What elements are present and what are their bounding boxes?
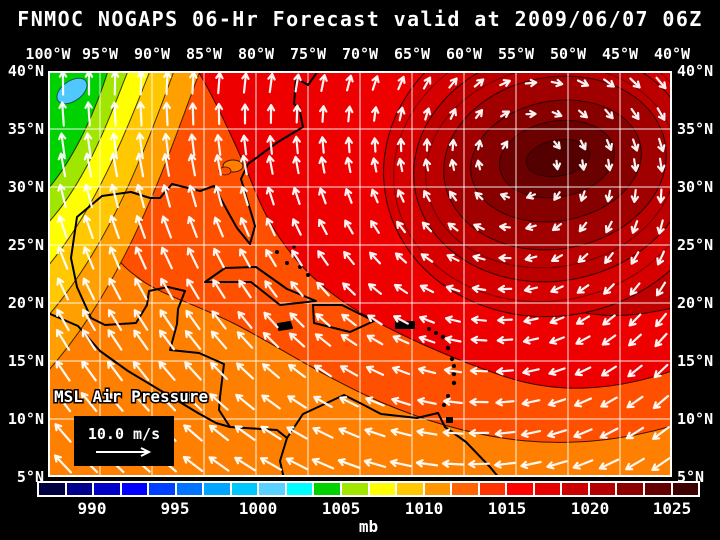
lon-label: 90°W	[133, 45, 171, 63]
lon-label: 100°W	[25, 45, 71, 63]
lat-label-left: 15°N	[7, 352, 44, 370]
colorbar-segment	[615, 483, 644, 495]
lon-label: 80°W	[237, 45, 275, 63]
colorbar-segment	[670, 483, 699, 495]
wind-legend-label: 10.0 m/s	[88, 425, 160, 443]
lon-label: 45°W	[601, 45, 639, 63]
colorbar	[37, 481, 700, 497]
colorbar-tick: 1000	[238, 499, 278, 518]
lat-label-left: 35°N	[7, 120, 44, 138]
lat-label-left: 40°N	[7, 62, 44, 80]
lon-label: 95°W	[81, 45, 119, 63]
colorbar-segment	[92, 483, 120, 495]
map-border	[48, 71, 672, 477]
colorbar-segment	[39, 483, 65, 495]
lon-label: 60°W	[445, 45, 483, 63]
lon-label: 40°W	[653, 45, 691, 63]
colorbar-tick: 1005	[321, 499, 361, 518]
lat-label-right: 10°N	[677, 410, 714, 428]
colorbar-segment	[643, 483, 671, 495]
colorbar-segment	[532, 483, 561, 495]
wind-legend-arrow-icon	[96, 447, 152, 457]
colorbar-segment	[119, 483, 148, 495]
lon-label: 50°W	[549, 45, 587, 63]
lon-label: 55°W	[497, 45, 535, 63]
colorbar-segment	[147, 483, 175, 495]
colorbar-segment	[560, 483, 588, 495]
lat-label-left: 30°N	[7, 178, 44, 196]
colorbar-segment	[367, 483, 396, 495]
colorbar-segment	[422, 483, 451, 495]
lat-label-left: 10°N	[7, 410, 44, 428]
lat-label-right: 40°N	[677, 62, 714, 80]
colorbar-tick: 1025	[652, 499, 692, 518]
colorbar-segment	[202, 483, 230, 495]
wind-arrows	[54, 71, 671, 474]
colorbar-segment	[229, 483, 258, 495]
colorbar-segment	[64, 483, 93, 495]
colorbar-tick: 995	[160, 499, 190, 518]
lon-label: 75°W	[289, 45, 327, 63]
lat-label-left: 20°N	[7, 294, 44, 312]
colorbar-tick: 1010	[404, 499, 444, 518]
colorbar-tick: 1020	[570, 499, 610, 518]
colorbar-segment	[257, 483, 285, 495]
lon-label: 70°W	[341, 45, 379, 63]
colorbar-segment	[450, 483, 478, 495]
lat-label-right: 15°N	[677, 352, 714, 370]
wind-speed-legend: 10.0 m/s	[74, 416, 174, 466]
lat-label-right: 35°N	[677, 120, 714, 138]
wind-legend-box	[74, 416, 174, 466]
colorbar-segment	[340, 483, 368, 495]
colorbar-segment	[505, 483, 533, 495]
lat-label-right: 25°N	[677, 236, 714, 254]
colorbar-segment	[312, 483, 341, 495]
colorbar-segment	[587, 483, 616, 495]
field-label: MSL Air Pressure	[54, 387, 208, 406]
colorbar-segment	[477, 483, 506, 495]
lat-label-left: 25°N	[7, 236, 44, 254]
colorbar-segment	[395, 483, 423, 495]
map-canvas: 10.0 m/s MSL Air Pressure	[48, 71, 672, 477]
lon-label: 65°W	[393, 45, 431, 63]
lon-label: 85°W	[185, 45, 223, 63]
colorbar-unit: mb	[358, 517, 379, 536]
colorbar-tick: 1015	[487, 499, 527, 518]
lat-label-right: 20°N	[677, 294, 714, 312]
colorbar-segment	[284, 483, 313, 495]
colorbar-segment	[174, 483, 203, 495]
page-title: FNMOC NOGAPS 06-Hr Forecast valid at 200…	[17, 7, 703, 31]
colorbar-tick: 990	[77, 499, 107, 518]
lat-label-right: 30°N	[677, 178, 714, 196]
